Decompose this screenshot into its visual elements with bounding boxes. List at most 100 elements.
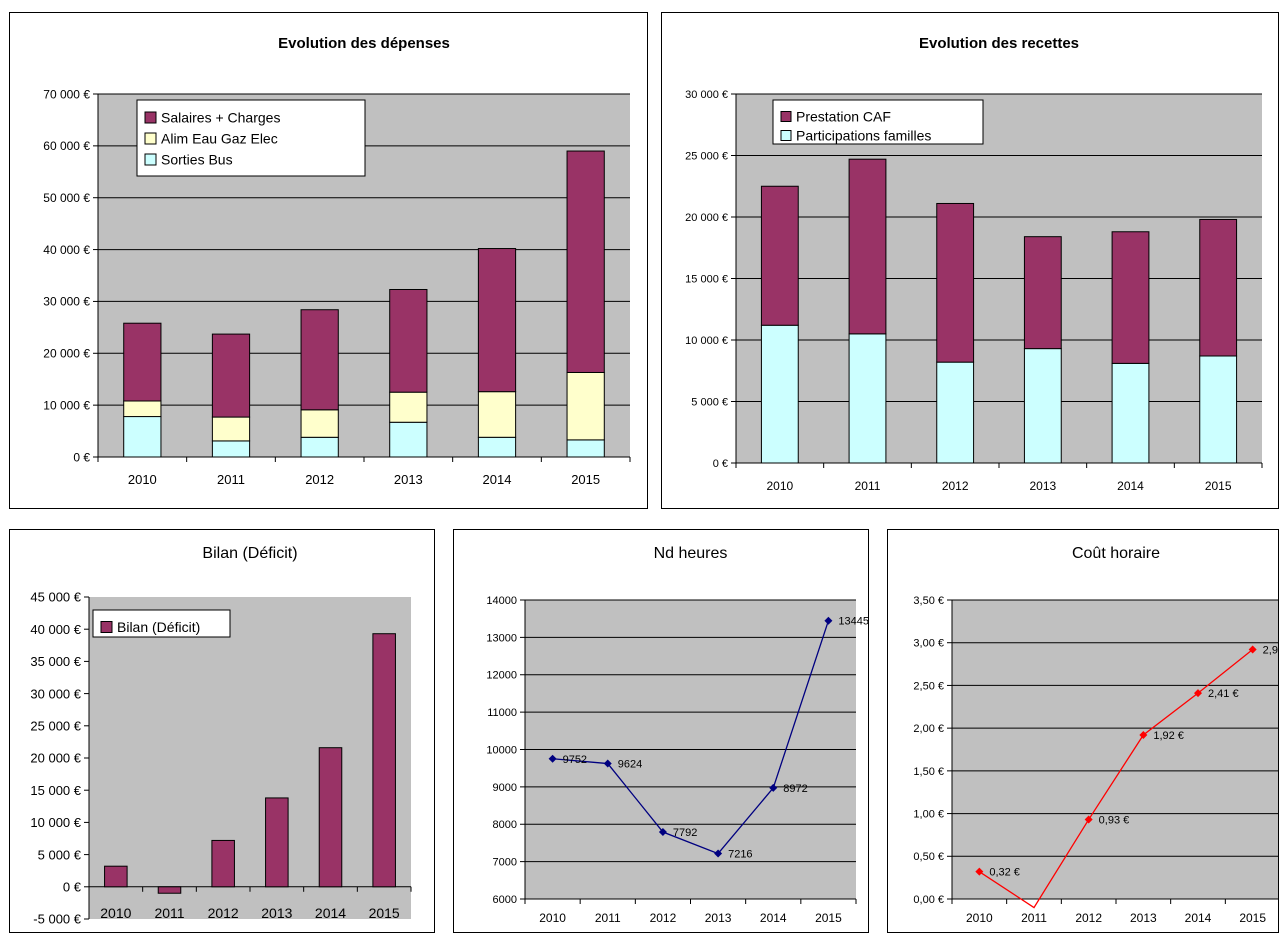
c5-data-label-5: 2,92 €: [1263, 645, 1279, 657]
c5-data-label-3: 1,92 €: [1153, 730, 1184, 742]
c5-ytick-label: 2,50 €: [913, 680, 944, 692]
c3-legend: [92, 609, 231, 638]
c3-category-label: 2010: [100, 905, 131, 921]
c2-bar-0-0: [760, 324, 799, 464]
c2-category-label: 2010: [766, 479, 793, 493]
c1-bar-1-3: [389, 391, 428, 423]
c4-category-label: 2015: [815, 911, 842, 925]
c5-ytick-label: 3,50 €: [913, 595, 944, 607]
c3-plot-area: [89, 597, 411, 919]
c3-bar-0-4: [318, 747, 343, 888]
c2-ytick-label: 5 000 €: [691, 396, 728, 408]
c4-ytick-label: 6000: [493, 894, 517, 906]
c2-ytick-label: 15 000 €: [685, 273, 728, 285]
c1-bar-2-3: [389, 289, 428, 393]
c5-ytick-label: 1,00 €: [913, 809, 944, 821]
c3-title: Bilan (Déficit): [202, 545, 297, 562]
c1-category-label: 2010: [128, 472, 157, 487]
c1-legend-swatch-0: [144, 111, 157, 124]
c1-bar-1-0: [123, 400, 162, 418]
c5-data-label-4: 2,41 €: [1208, 688, 1239, 700]
c4-ytick-label: 11000: [487, 707, 517, 719]
c2-bar-1-1: [848, 158, 887, 335]
c2-bar-0-1: [848, 333, 887, 464]
c2-bar-1-4: [1111, 231, 1150, 364]
c2-bar-1-2: [936, 202, 975, 363]
c1-ytick-label: 50 000 €: [43, 191, 90, 205]
chart-bilan-svg: Bilan (Déficit) -5 000 € 0 € 5 000 € 10 000 …: [30, 545, 412, 927]
c1-bar-1-1: [211, 416, 251, 442]
c5-ytick-label: 0,00 €: [913, 894, 944, 906]
c1-ytick-label: 30 000 €: [43, 295, 90, 309]
c1-category-label: 2011: [217, 472, 245, 487]
c5-series-line: [978, 649, 1254, 909]
c3-ytick-label: 15 000 €: [30, 783, 81, 798]
c5-point-0: [975, 867, 984, 876]
c5-point-4: [1194, 689, 1202, 698]
c1-bar-2-0: [123, 322, 162, 402]
c5-title: Coût horaire: [1072, 545, 1160, 562]
c5-category-label: 2011: [1021, 911, 1047, 925]
c4-data-label-0: 9752: [563, 754, 587, 766]
chart-recettes: Evolution des recettes 0 € 5 000 € 10 000 €…: [661, 12, 1279, 509]
c2-bar-1-0: [760, 185, 799, 326]
c4-ytick-label: 13000: [486, 632, 517, 644]
c1-category-label: 2013: [394, 472, 423, 487]
c1-ytick-label: 60 000 €: [43, 139, 90, 153]
chart-cout-horaire: Coût horaire 0,00 € 0,50 € 1,00 € 1,50 € 2,00…: [887, 529, 1279, 933]
c3-bar-0-0: [104, 865, 128, 888]
c3-ytick-label: 10 000 €: [30, 815, 81, 830]
chart-recettes-svg: Evolution des recettes 0 € 5 000 € 10 000 €…: [685, 35, 1263, 493]
c4-point-3: [714, 849, 723, 858]
c4-ytick-label: 8000: [493, 819, 517, 831]
chart-nd-heures-svg: Nd heures 6000 7000 8000 9000 10000 11000 12000…: [486, 545, 869, 925]
c2-bar-1-3: [1023, 236, 1062, 350]
chart-nd-heures: Nd heures 6000 7000 8000 9000 10000 11000 12000…: [453, 529, 869, 933]
c1-bar-2-5: [566, 150, 605, 373]
c1-ytick-label: 40 000 €: [43, 243, 90, 257]
c1-legend-label-1: Alim Eau Gaz Elec: [161, 131, 278, 147]
c1-category-label: 2015: [571, 472, 600, 487]
c1-bar-0-4: [477, 436, 517, 458]
c5-category-label: 2010: [966, 911, 993, 925]
c2-category-label: 2013: [1029, 479, 1056, 493]
c3-legend-swatch-0: [100, 621, 113, 633]
c2-legend-swatch-1: [780, 130, 792, 141]
c3-ytick-label: 40 000 €: [30, 622, 81, 637]
c2-category-label: 2011: [855, 479, 881, 493]
c2-ytick-label: 0 €: [713, 458, 728, 470]
c4-ytick-label: 9000: [493, 782, 517, 794]
c1-bar-1-4: [477, 391, 517, 438]
c4-ytick-label: 10000: [486, 744, 517, 756]
c4-data-label-5: 13445,5: [838, 616, 869, 628]
c3-ytick-label: 0 €: [63, 879, 82, 894]
c1-bar-0-3: [389, 421, 428, 458]
c3-ytick-label: 45 000 €: [30, 590, 81, 605]
c2-bar-0-4: [1111, 362, 1150, 464]
c5-point-2: [1084, 815, 1093, 824]
c1-legend: [136, 99, 366, 177]
c1-ytick-label: 0 €: [73, 450, 90, 464]
c2-legend-label-1: Participations familles: [796, 128, 931, 144]
c5-point-3: [1139, 730, 1148, 739]
c1-category-label: 2012: [305, 472, 334, 487]
c5-ytick-label: 1,50 €: [913, 766, 944, 778]
c3-ytick-label: 5 000 €: [38, 847, 82, 862]
c3-category-label: 2011: [154, 905, 184, 921]
c4-category-label: 2014: [760, 911, 787, 925]
c2-legend-label-0: Prestation CAF: [796, 109, 891, 125]
c2-legend-swatch-0: [780, 111, 792, 122]
c1-category-label: 2014: [483, 472, 512, 487]
c4-point-0: [548, 754, 557, 763]
c1-bar-1-5: [566, 371, 605, 441]
c4-point-5: [824, 616, 833, 625]
c3-bar-0-3: [265, 797, 289, 888]
c2-ytick-label: 20 000 €: [685, 212, 728, 224]
c5-point-5: [1248, 645, 1257, 654]
c1-legend-label-0: Salaires + Charges: [161, 110, 280, 126]
c4-title: Nd heures: [654, 545, 728, 562]
c3-category-label: 2012: [208, 905, 239, 921]
c3-ytick-label: -5 000 €: [33, 912, 81, 927]
c5-plot-area: [952, 600, 1278, 899]
c2-bar-0-5: [1199, 355, 1238, 464]
